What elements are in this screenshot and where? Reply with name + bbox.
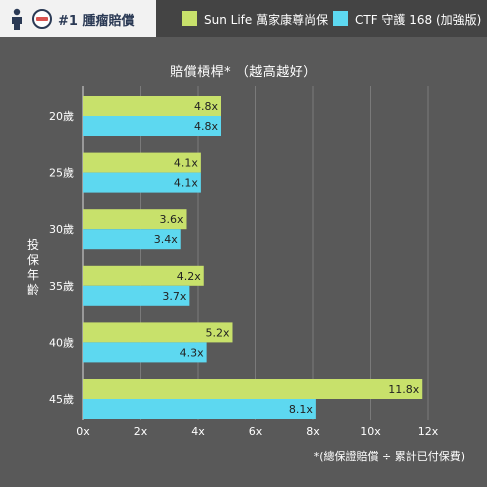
legend-label: Sun Life 萬家康尊尚保 xyxy=(204,13,329,27)
data-label: 4.8x xyxy=(194,120,218,133)
circle-logo-icon xyxy=(32,9,52,29)
x-tick-label: 12x xyxy=(418,425,439,438)
bar xyxy=(83,152,201,173)
badge-label: #1 腫瘤賠償 xyxy=(58,14,135,29)
legend-label: CTF 守護 168 (加強版) xyxy=(355,13,482,27)
data-label: 4.2x xyxy=(177,270,201,283)
bar xyxy=(83,209,187,230)
top-bar: #1 腫瘤賠償 Sun Life 萬家康尊尚保 CTF 守護 168 (加強版) xyxy=(0,0,487,37)
category-badge: #1 腫瘤賠償 xyxy=(0,0,156,37)
category-label: 40歲 xyxy=(49,335,74,349)
bar xyxy=(83,285,190,306)
data-label: 4.3x xyxy=(180,346,204,359)
footnote: *(總保證賠償 ÷ 累計已付保費) xyxy=(313,450,465,463)
data-label: 4.8x xyxy=(194,100,218,113)
bar xyxy=(83,96,221,116)
category-label: 25歲 xyxy=(49,166,74,180)
category-label: 20歲 xyxy=(49,109,74,123)
bar xyxy=(83,322,233,343)
data-label: 3.4x xyxy=(154,233,178,246)
category-label: 30歲 xyxy=(49,222,74,236)
bar xyxy=(83,172,201,193)
x-tick-label: 8x xyxy=(306,425,320,438)
bar xyxy=(83,265,204,286)
x-tick-label: 2x xyxy=(134,425,148,438)
x-tick-label: 4x xyxy=(191,425,205,438)
x-tick-label: 10x xyxy=(360,425,381,438)
x-tick-label: 6x xyxy=(249,425,263,438)
y-axis-label: 投保年齡 xyxy=(26,238,39,297)
data-label: 5.2x xyxy=(205,326,229,339)
bar xyxy=(83,229,181,250)
data-label: 4.1x xyxy=(174,157,198,170)
data-label: 3.6x xyxy=(159,213,183,226)
bar xyxy=(83,379,423,399)
chart-title: 賠償槓桿* （越高越好） xyxy=(170,65,317,80)
data-label: 8.1x xyxy=(289,403,313,416)
legend-swatch xyxy=(333,11,348,26)
person-icon xyxy=(12,8,22,30)
category-label: 35歲 xyxy=(49,279,74,293)
bar xyxy=(83,342,207,363)
x-tick-label: 0x xyxy=(76,425,90,438)
data-label: 11.8x xyxy=(388,383,419,396)
data-label: 4.1x xyxy=(174,177,198,190)
category-label: 45歲 xyxy=(49,392,74,406)
bar xyxy=(83,399,316,419)
data-label: 3.7x xyxy=(162,290,186,303)
legend-swatch xyxy=(182,11,197,26)
bar xyxy=(83,116,221,136)
